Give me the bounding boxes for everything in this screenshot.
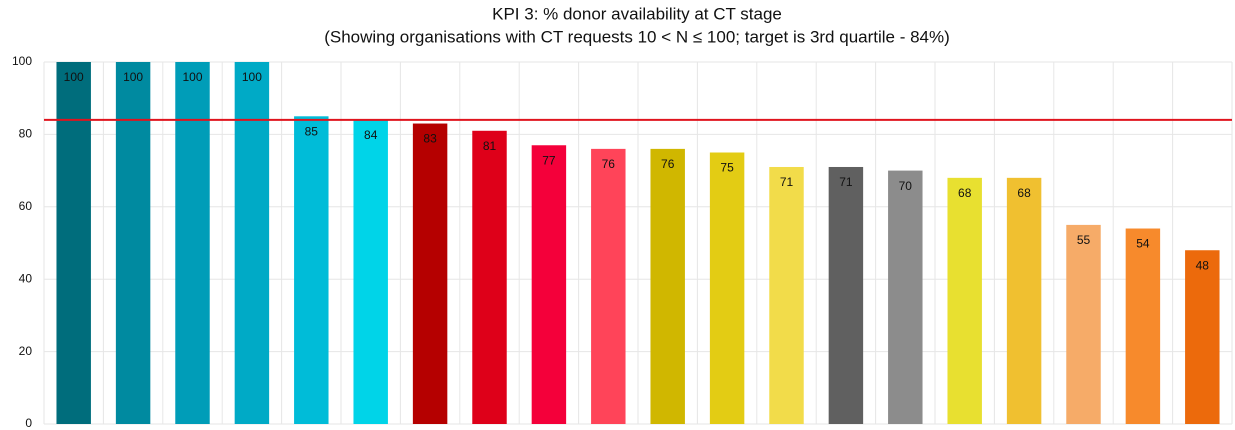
bar xyxy=(709,152,745,424)
bar xyxy=(650,148,685,424)
data-label: 48 xyxy=(1196,258,1210,272)
bar xyxy=(947,177,982,424)
chart-subtitle: (Showing organisations with CT requests … xyxy=(324,27,950,46)
y-tick-label: 40 xyxy=(19,271,33,285)
bar xyxy=(769,166,804,425)
y-tick-label: 100 xyxy=(12,54,32,68)
data-label: 54 xyxy=(1136,237,1150,251)
bar xyxy=(1066,224,1101,424)
data-label: 100 xyxy=(64,70,84,84)
y-tick-label: 0 xyxy=(25,416,32,430)
data-label: 84 xyxy=(364,128,378,142)
bar xyxy=(828,166,864,425)
bar xyxy=(115,62,151,424)
data-label: 70 xyxy=(899,179,913,193)
bar xyxy=(175,62,210,424)
data-label: 100 xyxy=(242,70,262,84)
data-label: 76 xyxy=(661,157,675,171)
bar xyxy=(294,116,329,425)
bar xyxy=(888,170,923,424)
data-label: 81 xyxy=(483,139,497,153)
data-label: 71 xyxy=(780,175,794,189)
bar xyxy=(412,123,448,424)
y-tick-label: 60 xyxy=(19,199,33,213)
bar xyxy=(1125,228,1161,424)
data-label: 100 xyxy=(182,70,202,84)
data-label: 55 xyxy=(1077,233,1091,247)
chart-title: KPI 3: % donor availability at CT stage xyxy=(492,4,782,23)
data-label: 75 xyxy=(720,161,734,175)
bar xyxy=(531,145,567,424)
bar xyxy=(353,119,388,425)
bar xyxy=(591,148,626,424)
data-label: 77 xyxy=(542,153,556,167)
data-label: 85 xyxy=(305,124,319,138)
bar xyxy=(472,130,507,424)
y-tick-label: 80 xyxy=(19,127,33,141)
bar xyxy=(1185,250,1220,424)
data-label: 68 xyxy=(1017,186,1031,200)
data-label: 71 xyxy=(839,175,853,189)
data-label: 83 xyxy=(423,132,437,146)
data-label: 68 xyxy=(958,186,972,200)
bar xyxy=(56,62,91,424)
bar xyxy=(234,62,270,424)
data-label: 76 xyxy=(602,157,616,171)
bar xyxy=(1006,177,1042,424)
data-label: 100 xyxy=(123,70,143,84)
y-tick-label: 20 xyxy=(19,344,33,358)
